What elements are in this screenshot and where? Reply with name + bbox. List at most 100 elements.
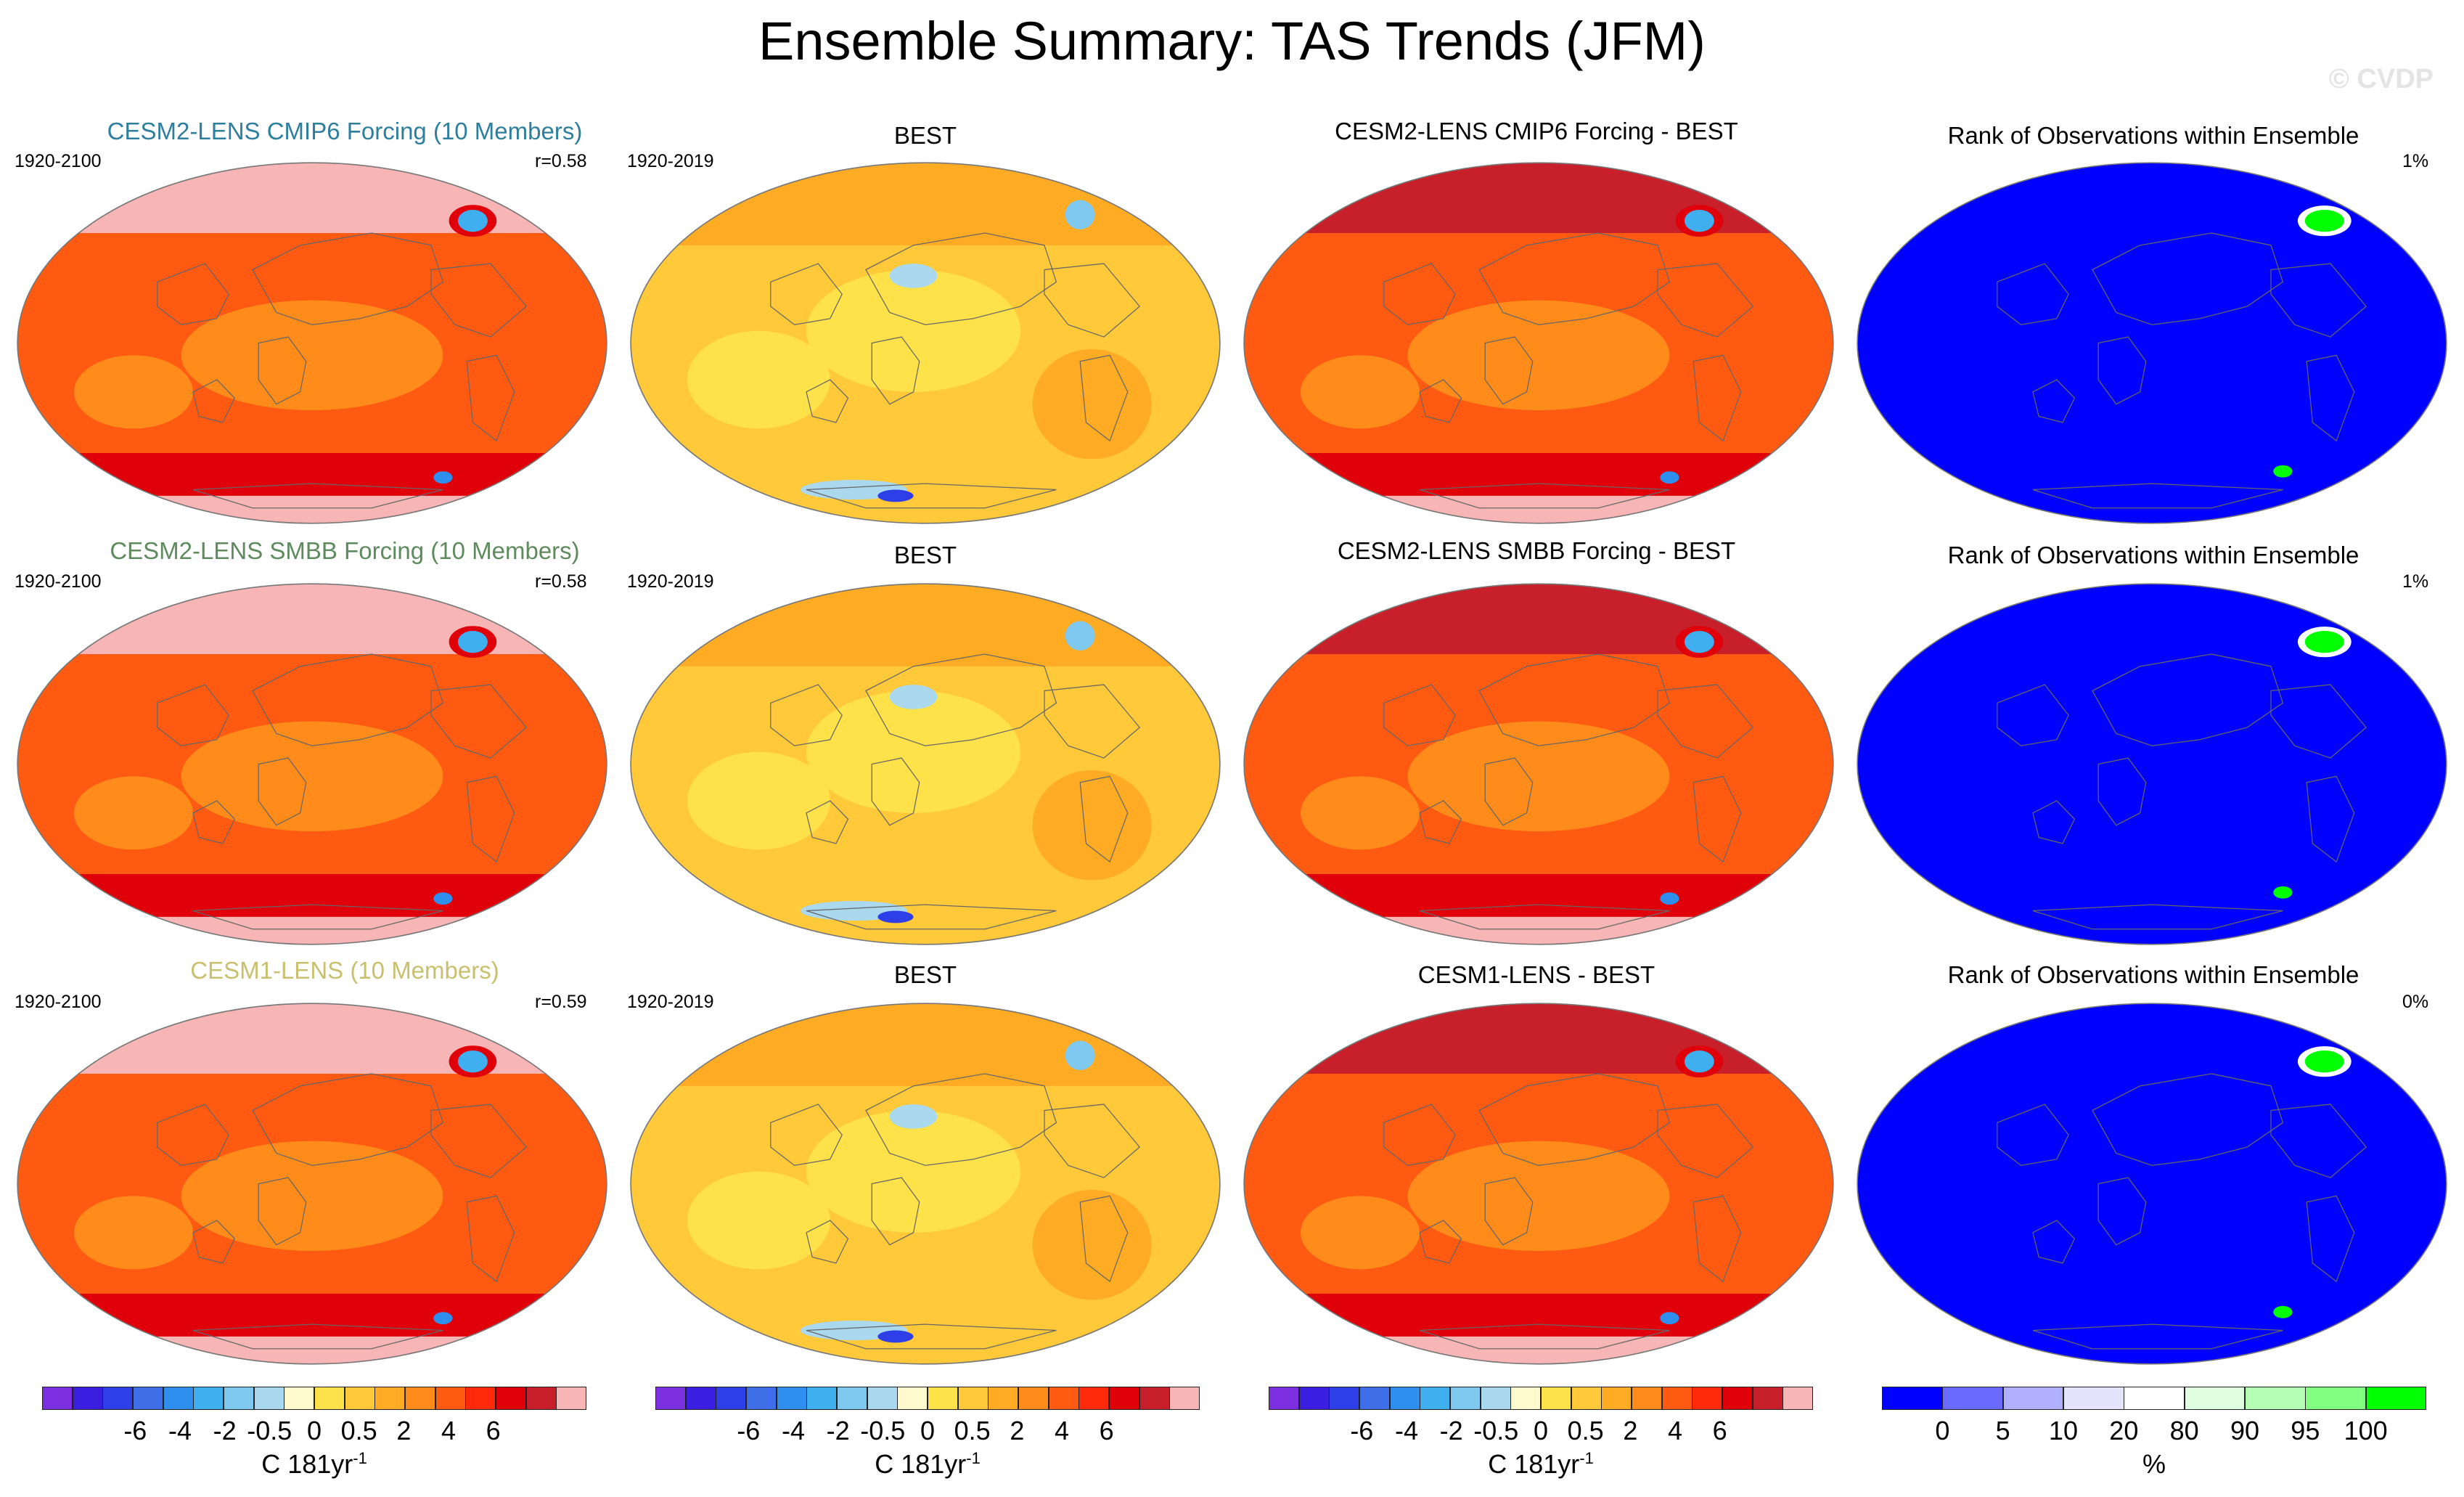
- rank-pct-row2: 1%: [2402, 571, 2429, 592]
- trend-colorbar-swatch: [1329, 1387, 1360, 1410]
- trend-colorbar-tick: 6: [486, 1416, 501, 1445]
- obs-title-row1: BEST: [893, 122, 957, 149]
- trend-colorbar-unit: C 181yr-1: [261, 1449, 367, 1479]
- trend-colorbar-swatch: [1661, 1387, 1693, 1410]
- trend-colorbar-swatch: [193, 1387, 224, 1410]
- rank-colorbar-swatch: [2184, 1387, 2246, 1410]
- trend-colorbar-tick: -0.5: [247, 1416, 292, 1445]
- diff-title-row3: CESM1-LENS - BEST: [1417, 961, 1655, 988]
- model-corr-row2: r=0.58: [535, 571, 587, 592]
- trend-colorbar-swatch: [1420, 1387, 1451, 1410]
- model-map-row1: [17, 162, 607, 524]
- trend-colorbar-tick: 4: [441, 1416, 457, 1445]
- trend-colorbar-unit: C 181yr-1: [875, 1449, 981, 1479]
- trend-colorbar-swatch: [42, 1387, 73, 1410]
- obs-map-row1: [630, 162, 1221, 524]
- trend-colorbar-swatch: [1510, 1387, 1542, 1410]
- trend-colorbar-swatch: [72, 1387, 103, 1410]
- rank-colorbar-unit: %: [2142, 1449, 2166, 1479]
- trend-colorbar-swatch: [1782, 1387, 1814, 1410]
- diff-map-row1: [1243, 162, 1834, 524]
- model-period-row1: 1920-2100: [15, 151, 102, 171]
- trend-colorbar-swatch: [1048, 1387, 1079, 1410]
- trend-colorbar-swatch: [897, 1387, 928, 1410]
- trend-colorbar-tick: 6: [1099, 1416, 1114, 1445]
- page-title: Ensemble Summary: TAS Trends (JFM): [758, 11, 1706, 71]
- obs-map-row2: [630, 583, 1221, 945]
- trend-colorbar-swatch: [776, 1387, 807, 1410]
- trend-colorbar-swatch: [988, 1387, 1019, 1410]
- rank-title-row2: Rank of Observations within Ensemble: [1947, 542, 2359, 568]
- obs-period-row2: 1920-2019: [627, 571, 714, 592]
- trend-colorbar-swatch: [1571, 1387, 1602, 1410]
- rank-map-row2: [1857, 583, 2447, 945]
- trend-colorbar-swatch: [1632, 1387, 1663, 1410]
- trend-colorbar-swatch: [133, 1387, 164, 1410]
- trend-colorbar-swatch: [837, 1387, 868, 1410]
- rank-colorbar-swatch: [2305, 1387, 2367, 1410]
- trend-colorbar-swatch: [1359, 1387, 1391, 1410]
- trend-colorbar-swatch: [1169, 1387, 1200, 1410]
- trend-colorbar-tick: -0.5: [860, 1416, 906, 1445]
- trend-colorbar-tick: 6: [1712, 1416, 1727, 1445]
- rank-colorbar-swatch: [2245, 1387, 2306, 1410]
- trend-colorbar-swatch: [1450, 1387, 1481, 1410]
- rank-map-row3: [1857, 1003, 2447, 1365]
- trend-colorbar-swatch: [1722, 1387, 1753, 1410]
- rank-colorbar-tick: 90: [2230, 1416, 2260, 1445]
- trend-colorbar-swatch: [928, 1387, 959, 1410]
- trend-colorbar-tick: -4: [1394, 1416, 1418, 1445]
- trend-colorbar-unit: C 181yr-1: [1488, 1449, 1594, 1479]
- trend-colorbar-tick: 2: [1623, 1416, 1638, 1445]
- rank-colorbar-tick: 100: [2344, 1416, 2388, 1445]
- diff-title-row2: CESM2-LENS SMBB Forcing - BEST: [1337, 537, 1736, 564]
- trend-colorbar-swatch: [374, 1387, 406, 1410]
- trend-colorbar-swatch: [284, 1387, 315, 1410]
- diff-map-row3: [1243, 1003, 1834, 1365]
- rank-colorbar-tick: 20: [2109, 1416, 2139, 1445]
- diff-title-row1: CESM2-LENS CMIP6 Forcing - BEST: [1335, 118, 1738, 144]
- rank-colorbar-swatch: [2063, 1387, 2124, 1410]
- trend-colorbar-tick: 0: [1533, 1416, 1549, 1445]
- rank-colorbar-tick: 5: [1995, 1416, 2010, 1445]
- trend-colorbar-tick: 2: [396, 1416, 412, 1445]
- trend-colorbar-swatch: [1109, 1387, 1140, 1410]
- diff-map-row2: [1243, 583, 1834, 945]
- rank-pct-row3: 0%: [2402, 992, 2429, 1012]
- trend-colorbar-swatch: [1298, 1387, 1330, 1410]
- rank-colorbar-swatch: [2365, 1387, 2427, 1410]
- trend-colorbar-swatch: [716, 1387, 747, 1410]
- model-corr-row1: r=0.58: [535, 151, 587, 171]
- trend-colorbar-tick: -4: [781, 1416, 805, 1445]
- trend-colorbar-swatch: [957, 1387, 989, 1410]
- trend-colorbar-swatch: [1480, 1387, 1511, 1410]
- model-period-row2: 1920-2100: [15, 571, 102, 592]
- trend-colorbar-tick: 0.5: [1567, 1416, 1604, 1445]
- trend-colorbar-tick: -0.5: [1473, 1416, 1519, 1445]
- trend-colorbar-swatch: [1541, 1387, 1572, 1410]
- rank-colorbar-tick: 95: [2291, 1416, 2320, 1445]
- trend-colorbar-tick: 0: [920, 1416, 936, 1445]
- trend-colorbar-tick: -2: [826, 1416, 850, 1445]
- model-period-row3: 1920-2100: [15, 992, 102, 1012]
- trend-colorbar-tick: -2: [213, 1416, 237, 1445]
- trend-colorbar-swatch: [655, 1387, 687, 1410]
- trend-colorbar-swatch: [1692, 1387, 1723, 1410]
- trend-colorbar-swatch: [525, 1387, 557, 1410]
- rank-map-row1: [1857, 162, 2447, 524]
- obs-map-row3: [630, 1003, 1221, 1365]
- rank-colorbar-swatch: [2002, 1387, 2064, 1410]
- rank-pct-row1: 1%: [2402, 151, 2429, 171]
- trend-colorbar-swatch: [1078, 1387, 1110, 1410]
- trend-colorbar-swatch: [435, 1387, 466, 1410]
- cvdp-credit: © CVDP: [2328, 64, 2434, 94]
- rank-colorbar-tick: 10: [2048, 1416, 2079, 1445]
- trend-colorbar-tick: 4: [1667, 1416, 1683, 1445]
- trend-colorbar-swatch: [1752, 1387, 1783, 1410]
- trend-colorbar-swatch: [314, 1387, 345, 1410]
- rank-colorbar-tick: 80: [2169, 1416, 2199, 1445]
- rank-colorbar-swatch: [2124, 1387, 2185, 1410]
- trend-colorbar-tick: 2: [1010, 1416, 1025, 1445]
- trend-colorbar-tick: 0.5: [340, 1416, 377, 1445]
- trend-colorbar-tick: -2: [1439, 1416, 1463, 1445]
